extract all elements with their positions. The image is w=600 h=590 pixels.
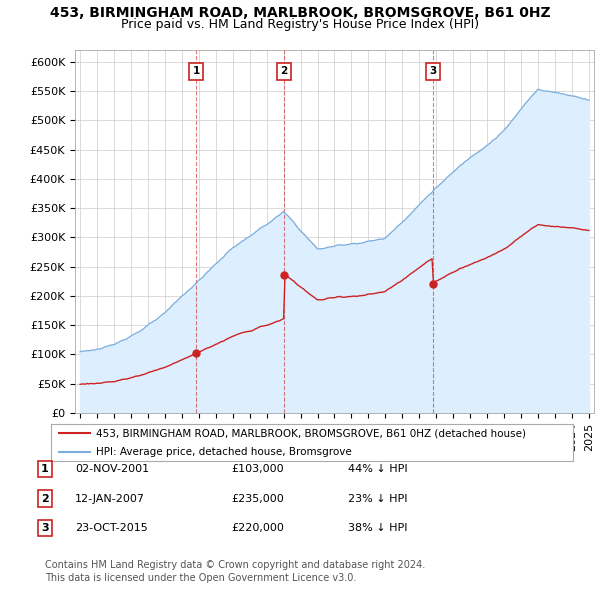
Text: 3: 3 xyxy=(41,523,49,533)
Text: HPI: Average price, detached house, Bromsgrove: HPI: Average price, detached house, Brom… xyxy=(95,447,351,457)
Text: 02-NOV-2001: 02-NOV-2001 xyxy=(75,464,149,474)
Text: 23-OCT-2015: 23-OCT-2015 xyxy=(75,523,148,533)
FancyBboxPatch shape xyxy=(50,424,574,461)
Text: 453, BIRMINGHAM ROAD, MARLBROOK, BROMSGROVE, B61 0HZ (detached house): 453, BIRMINGHAM ROAD, MARLBROOK, BROMSGR… xyxy=(95,428,526,438)
Text: 1: 1 xyxy=(193,67,200,77)
Text: £235,000: £235,000 xyxy=(231,494,284,503)
Text: 3: 3 xyxy=(430,67,437,77)
Text: £220,000: £220,000 xyxy=(231,523,284,533)
Text: Contains HM Land Registry data © Crown copyright and database right 2024.
This d: Contains HM Land Registry data © Crown c… xyxy=(45,560,425,583)
Text: 23% ↓ HPI: 23% ↓ HPI xyxy=(348,494,407,503)
Text: 2: 2 xyxy=(41,494,49,503)
Text: 453, BIRMINGHAM ROAD, MARLBROOK, BROMSGROVE, B61 0HZ: 453, BIRMINGHAM ROAD, MARLBROOK, BROMSGR… xyxy=(50,6,550,20)
Text: Price paid vs. HM Land Registry's House Price Index (HPI): Price paid vs. HM Land Registry's House … xyxy=(121,18,479,31)
Text: 38% ↓ HPI: 38% ↓ HPI xyxy=(348,523,407,533)
Text: 12-JAN-2007: 12-JAN-2007 xyxy=(75,494,145,503)
Text: 2: 2 xyxy=(281,67,288,77)
Text: 1: 1 xyxy=(41,464,49,474)
Text: 44% ↓ HPI: 44% ↓ HPI xyxy=(348,464,407,474)
Text: £103,000: £103,000 xyxy=(231,464,284,474)
